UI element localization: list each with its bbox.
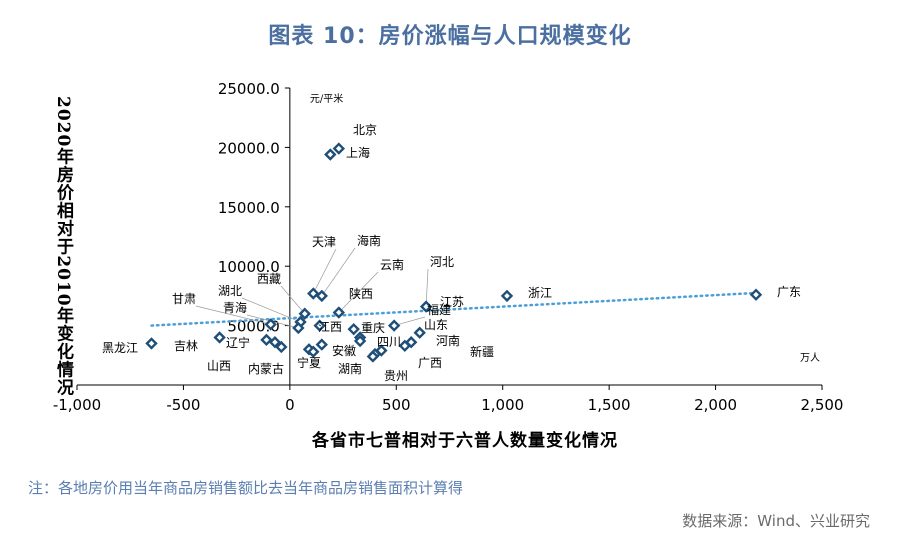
point-marker	[145, 337, 158, 350]
point-label: 吉林	[174, 339, 198, 353]
point-label: 陕西	[349, 286, 373, 301]
y-tick-label: 25000.0	[218, 80, 280, 98]
y-unit-label: 元/平米	[310, 92, 343, 105]
point-label: 北京	[353, 123, 377, 137]
x-tick-label: 500	[382, 396, 411, 414]
point-marker	[353, 334, 367, 348]
point-marker	[275, 340, 288, 354]
leader-line	[312, 248, 337, 294]
point-label: 内蒙古	[248, 361, 284, 376]
point-marker	[413, 326, 426, 339]
point-marker	[749, 288, 763, 301]
point-label: 青海	[223, 300, 247, 315]
point-label: 湖南	[338, 361, 362, 376]
point-marker	[332, 306, 346, 319]
point-label: 广东	[777, 285, 801, 299]
point-label: 西藏	[257, 272, 281, 286]
point-marker	[213, 331, 226, 344]
leader-line	[195, 305, 271, 325]
y-tick-label: 15000.0	[218, 199, 280, 217]
points-group	[145, 142, 763, 363]
point-marker	[307, 287, 320, 300]
data-source: 数据来源：Wind、兴业研究	[682, 512, 870, 530]
point-label: 甘肃	[172, 292, 196, 306]
point-marker	[292, 321, 305, 335]
point-marker	[298, 307, 311, 320]
point-label: 云南	[380, 257, 404, 272]
x-unit-label: 万人	[800, 352, 820, 364]
point-label: 江苏	[440, 295, 464, 309]
leader-line	[394, 316, 426, 326]
point-label: 海南	[357, 233, 381, 248]
leader-line	[321, 247, 356, 297]
leader-line	[280, 285, 306, 314]
x-axis-label: 各省市七普相对于六普人数量变化情况	[312, 431, 618, 451]
point-label: 四川	[377, 335, 401, 349]
x-tick-label: -500	[166, 396, 200, 414]
leader-line	[241, 297, 301, 323]
point-marker	[260, 333, 273, 347]
point-label: 江西	[318, 320, 342, 334]
point-label: 浙江	[528, 286, 552, 300]
point-label: 新疆	[470, 344, 494, 359]
point-label: 河南	[436, 333, 460, 348]
leader-line	[425, 268, 429, 307]
point-label: 宁夏	[297, 355, 321, 370]
point-marker	[307, 345, 320, 358]
point-label: 广西	[418, 356, 442, 370]
x-tick-label: 1,000	[481, 396, 524, 414]
y-tick-label: 5000.0	[227, 318, 280, 336]
point-label: 安徽	[332, 343, 356, 358]
point-marker	[398, 339, 411, 352]
point-marker	[500, 289, 514, 303]
point-label: 湖北	[218, 283, 242, 298]
point-marker	[315, 338, 328, 351]
x-tick-label: 2,000	[694, 396, 737, 414]
point-label: 山西	[207, 359, 231, 373]
point-label: 上海	[346, 145, 370, 160]
point-marker	[347, 322, 360, 336]
y-axis-label: 2020年房价相对于2010年变化情况	[53, 96, 73, 397]
point-marker	[332, 142, 346, 155]
point-marker	[419, 300, 433, 313]
point-label: 福建	[427, 302, 451, 317]
y-tick-label: 10000.0	[218, 258, 280, 276]
point-marker	[264, 318, 277, 331]
chart-title: 图表 10：房价涨幅与人口规模变化	[268, 24, 632, 49]
point-marker	[313, 319, 326, 332]
point-label: 黑龙江	[102, 341, 138, 355]
leader-line	[338, 271, 379, 313]
point-label: 天津	[312, 235, 336, 249]
point-marker	[366, 350, 380, 363]
x-tick-label: 2,500	[801, 396, 844, 414]
point-marker	[315, 289, 328, 303]
x-tick-label: -1,000	[53, 396, 101, 414]
x-tick-label: 1,500	[588, 396, 631, 414]
point-marker	[387, 319, 401, 332]
point-label: 重庆	[361, 321, 385, 335]
x-tick-label: 0	[285, 396, 295, 414]
axes: -1,000 -500 0 500 1,000 1,500 2,000 2,500 5000.0…	[53, 80, 844, 414]
point-marker	[268, 336, 282, 349]
y-tick-label: 20000.0	[218, 139, 280, 157]
point-label: 河北	[430, 255, 454, 269]
point-label: 辽宁	[226, 335, 250, 350]
footnote: 注：各地房价用当年商品房销售额比去当年商品房销售面积计算得	[28, 479, 464, 497]
point-label: 山东	[424, 318, 448, 332]
point-label: 贵州	[384, 369, 408, 383]
point-marker	[324, 148, 337, 161]
